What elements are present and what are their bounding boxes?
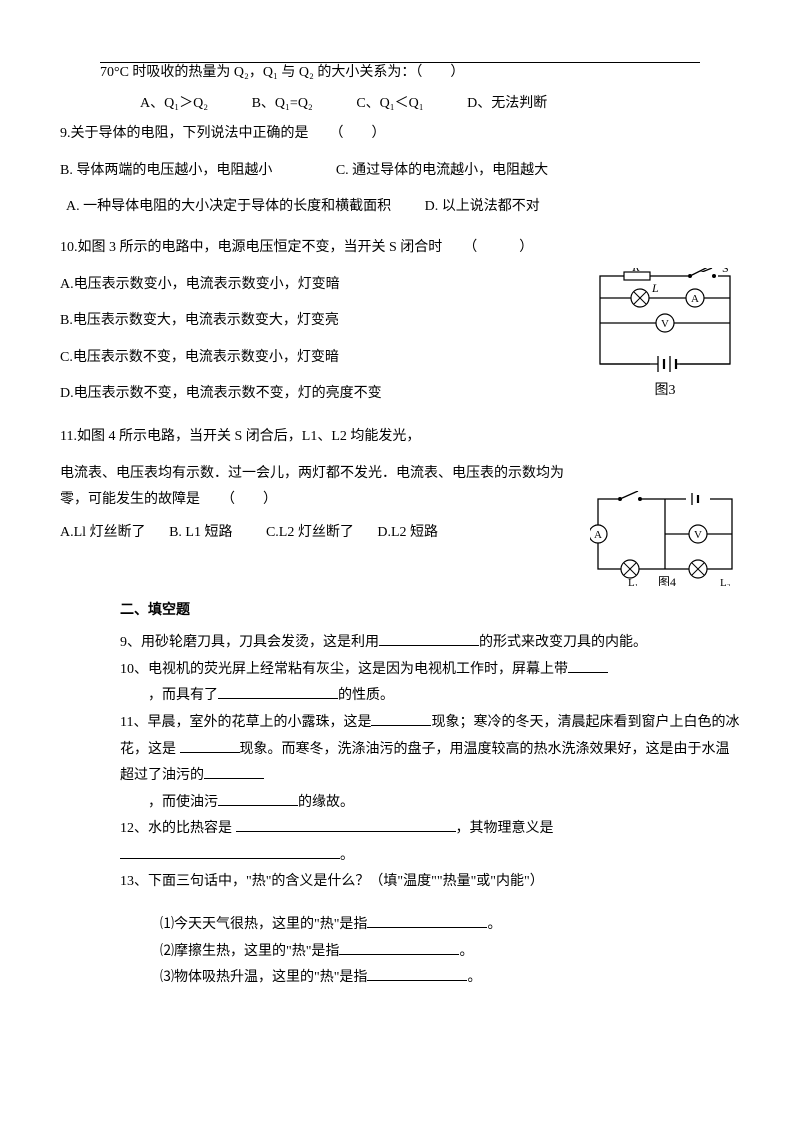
q8-choice-d: D、无法判断 [467, 96, 547, 111]
label-a2: A [594, 529, 602, 541]
f9: 9、用砂轮磨刀具，刀具会发烫，这是利用 的形式来改变刀具的内能。 [60, 630, 740, 657]
section-2-title: 二、填空题 [60, 598, 740, 625]
header-rule [100, 62, 700, 63]
q9-choice-d: D. 以上说法都不对 [425, 199, 540, 214]
q8-stem: 70°C 时吸收的热量为 Q₂，Q₁ 与 Q₂ 的大小关系为：（ ） [60, 60, 740, 87]
blank [180, 737, 240, 752]
f11: 11、早晨，室外的花草上的小露珠，这是现象；寒冷的冬天，清晨起床看到窗户上白色的… [60, 710, 740, 816]
label-l2: L₂ [720, 577, 731, 586]
blank [379, 631, 479, 646]
f12-p1: 12、水的比热容是 [120, 821, 236, 836]
f12-p3: 。 [340, 848, 354, 863]
blank [568, 657, 608, 672]
figure-4-label: 图4 [658, 575, 676, 586]
f12: 12、水的比热容是 ，其物理意义是 。 [60, 816, 740, 869]
f13: 13、下面三句话中，"热"的含义是什么？（填"温度""热量"或"内能"） [60, 869, 740, 896]
q9-choice-a: A. 一种导体电阻的大小决定于导体的长度和横截面积 [66, 199, 391, 214]
figure-3-label: 图3 [590, 378, 740, 405]
q8-choice-a: A、Q₁＞Q₂ [140, 96, 208, 111]
f13-sub1: ⑴今天天气很热，这里的"热"是指 。 [60, 912, 740, 939]
f10-p1: 10、电视机的荧光屏上经常粘有灰尘，这是因为电视机工作时，屏幕上带 [120, 662, 568, 677]
label-r: R [631, 268, 640, 274]
circuit-diagram-3: R S L A V [590, 268, 740, 378]
figure-4: A V L₁ L₂ 图4 [590, 491, 740, 586]
blank [339, 939, 459, 954]
f9-p1: 9、用砂轮磨刀具，刀具会发烫，这是利用 [120, 635, 379, 650]
f13-sub3: ⑶物体吸热升温，这里的"热"是指 。 [60, 965, 740, 992]
q8-choice-c: C、Q₁＜Q₁ [356, 96, 423, 111]
q8-choice-b: B、Q₁=Q₂ [252, 96, 313, 111]
f10-p3: 的性质。 [338, 688, 394, 703]
f13-sub2: ⑵摩擦生热，这里的"热"是指 。 [60, 939, 740, 966]
label-l1: L₁ [628, 577, 639, 586]
blank [218, 790, 298, 805]
q10-stem: 10.如图 3 所示的电路中，电源电压恒定不变，当开关 S 闭合时 （ ） [60, 235, 740, 262]
f11-p4: ，而使油污 [120, 795, 218, 810]
f11-p5: 的缘故。 [298, 795, 354, 810]
label-v: V [661, 318, 669, 330]
q9-stem: 9.关于导体的电阻，下列说法中正确的是 （ ） [60, 121, 740, 148]
q11-choice-b: B. L1 短路 [169, 525, 232, 540]
blank [371, 711, 431, 726]
blank [218, 684, 338, 699]
f13-s1b: 。 [487, 917, 501, 932]
q11-choice-d: D.L2 短路 [377, 525, 438, 540]
blank [367, 913, 487, 928]
label-a: A [691, 293, 699, 305]
blank [236, 817, 456, 832]
f13-s3a: ⑶物体吸热升温，这里的"热"是指 [160, 970, 367, 985]
f10-p2: ，而具有了 [120, 688, 218, 703]
label-s: S [722, 268, 729, 275]
f13-s1a: ⑴今天天气很热，这里的"热"是指 [160, 917, 367, 932]
label-v2: V [694, 529, 702, 541]
q9-row-bc: B. 导体两端的电压越小，电阻越小 C. 通过导体的电流越小，电阻越大 [60, 158, 740, 185]
q11-choice-c: C.L2 灯丝断了 [266, 525, 354, 540]
blank [367, 966, 467, 981]
f13-p1: 13、下面三句话中，"热"的含义是什么？（填"温度""热量"或"内能"） [120, 874, 544, 889]
f13-s2b: 。 [459, 944, 473, 959]
figure-3: R S L A V [590, 268, 740, 405]
blank [204, 764, 264, 779]
q9-choice-b: B. 导体两端的电压越小，电阻越小 [60, 163, 272, 178]
blank [120, 843, 340, 858]
q9-choice-c: C. 通过导体的电流越小，电阻越大 [336, 163, 548, 178]
q11-stem1: 11.如图 4 所示电路，当开关 S 闭合后，L1、L2 均能发光， [60, 424, 740, 451]
label-l: L [651, 281, 659, 295]
f11-p1: 11、早晨，室外的花草上的小露珠，这是 [120, 715, 371, 730]
f10: 10、电视机的荧光屏上经常粘有灰尘，这是因为电视机工作时，屏幕上带 ，而具有了 的… [60, 657, 740, 710]
q9-row-ad: A. 一种导体电阻的大小决定于导体的长度和横截面积 D. 以上说法都不对 [60, 194, 740, 221]
q11-choice-a: A.Ll 灯丝断了 [60, 525, 146, 540]
f12-p2: ，其物理意义是 [456, 821, 554, 836]
q8-choices: A、Q₁＞Q₂ B、Q₁=Q₂ C、Q₁＜Q₁ D、无法判断 [60, 91, 740, 118]
f13-s2a: ⑵摩擦生热，这里的"热"是指 [160, 944, 339, 959]
f9-p2: 的形式来改变刀具的内能。 [479, 635, 647, 650]
circuit-diagram-4: A V L₁ L₂ 图4 [590, 491, 740, 586]
document-body: 70°C 时吸收的热量为 Q₂，Q₁ 与 Q₂ 的大小关系为：（ ） A、Q₁＞… [60, 60, 740, 992]
f13-s3b: 。 [467, 970, 481, 985]
